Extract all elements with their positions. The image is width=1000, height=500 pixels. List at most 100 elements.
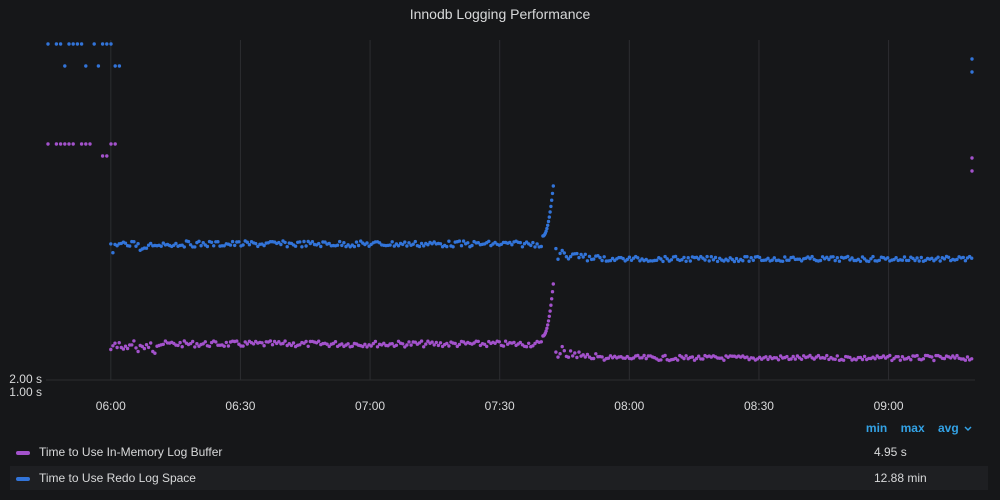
redo-point: [894, 256, 898, 260]
redo-point: [858, 259, 863, 263]
redo-point: [663, 254, 667, 259]
redo-point: [285, 245, 289, 249]
buffer-point: [900, 355, 905, 359]
buffer-point: [260, 341, 264, 345]
chevron-down-icon: [964, 426, 972, 431]
redo-point: [201, 241, 205, 245]
redo-point: [669, 258, 674, 262]
legend-col-avg[interactable]: avg: [938, 421, 972, 435]
redo-point: [579, 252, 583, 257]
redo-point: [871, 254, 875, 259]
buffer-point: [600, 355, 604, 359]
buffer-point: [405, 343, 409, 347]
buffer-point: [453, 341, 457, 346]
legend-col-min[interactable]: min: [865, 421, 888, 435]
buffer-point: [942, 356, 947, 361]
redo-point: [109, 42, 113, 46]
legend-row-in-memory-log-buffer[interactable]: Time to Use In-Memory Log Buffer 4.95 s: [10, 440, 988, 464]
legend-series-value: 12.88 min: [874, 471, 927, 485]
redo-point: [96, 64, 101, 68]
buffer-point: [432, 343, 436, 347]
buffer-point: [550, 290, 555, 294]
buffer-point: [113, 142, 117, 146]
redo-point: [566, 257, 571, 261]
legend-swatch: [16, 451, 30, 455]
redo-point: [587, 254, 592, 259]
redo-point: [592, 257, 596, 261]
buffer-point: [268, 339, 273, 343]
buffer-point: [833, 357, 837, 361]
buffer-point: [636, 353, 640, 358]
legend-row-redo-log-space[interactable]: Time to Use Redo Log Space 12.88 min: [10, 466, 988, 490]
buffer-point: [419, 339, 424, 343]
buffer-point: [375, 345, 380, 349]
redo-point: [545, 226, 549, 231]
buffer-point: [955, 353, 959, 358]
buffer-point: [346, 342, 350, 346]
buffer-point: [409, 343, 413, 347]
redo-point: [869, 257, 873, 261]
legend-col-max[interactable]: max: [900, 421, 925, 435]
buffer-point: [340, 342, 344, 346]
buffer-point: [907, 355, 911, 360]
redo-point: [352, 244, 357, 249]
redo-point: [936, 255, 940, 259]
redo-point: [548, 210, 552, 214]
redo-point: [401, 242, 405, 247]
redo-point: [911, 256, 915, 261]
scatter-plot[interactable]: 06:00 06:30 07:00 07:30 08:00 08:30 09:00 2.00 …: [0, 0, 1000, 420]
buffer-point: [123, 344, 128, 348]
buffer-point: [121, 347, 126, 351]
redo-point: [749, 256, 753, 260]
redo-point: [529, 243, 533, 248]
redo-point: [354, 240, 359, 244]
buffer-point: [178, 340, 182, 345]
plot-points[interactable]: [46, 42, 974, 363]
buffer-point: [785, 354, 789, 359]
panel-title[interactable]: Innodb Logging Performance: [409, 6, 591, 22]
redo-point: [747, 259, 751, 263]
buffer-point: [566, 355, 571, 359]
buffer-point: [67, 142, 71, 146]
redo-point: [535, 242, 539, 246]
buffer-point: [554, 350, 558, 354]
redo-point: [304, 244, 308, 248]
redo-point: [556, 257, 560, 261]
redo-point: [533, 245, 537, 249]
redo-point: [946, 255, 951, 259]
buffer-point: [575, 355, 579, 360]
redo-point: [655, 258, 659, 262]
buffer-point: [84, 142, 88, 146]
buffer-point: [921, 357, 926, 361]
buffer-point: [722, 358, 726, 362]
buffer-point: [79, 142, 84, 146]
redo-point: [262, 243, 266, 248]
buffer-point: [54, 142, 59, 146]
buffer-point: [436, 343, 441, 348]
redo-point: [182, 245, 186, 249]
y-tick-label: 2.00 s: [9, 372, 42, 386]
redo-point: [302, 239, 306, 244]
redo-point: [79, 42, 84, 46]
legend-series-name: Time to Use Redo Log Space: [39, 471, 196, 485]
buffer-point: [963, 358, 968, 362]
buffer-point: [457, 342, 462, 347]
redo-point: [487, 239, 491, 243]
redo-point: [419, 241, 424, 246]
redo-point: [625, 257, 629, 262]
redo-point: [117, 64, 122, 68]
redo-point: [970, 256, 974, 260]
buffer-point: [426, 339, 430, 343]
buffer-point: [430, 340, 434, 344]
redo-point: [123, 241, 128, 245]
buffer-point: [701, 357, 705, 361]
x-tick-label: 09:00: [874, 399, 904, 413]
buffer-point: [776, 358, 781, 362]
redo-point: [734, 256, 739, 261]
buffer-point: [394, 343, 399, 347]
redo-point: [113, 64, 117, 68]
buffer-point: [676, 358, 680, 362]
redo-point: [751, 258, 755, 262]
redo-point: [686, 256, 690, 260]
redo-point: [546, 223, 550, 227]
